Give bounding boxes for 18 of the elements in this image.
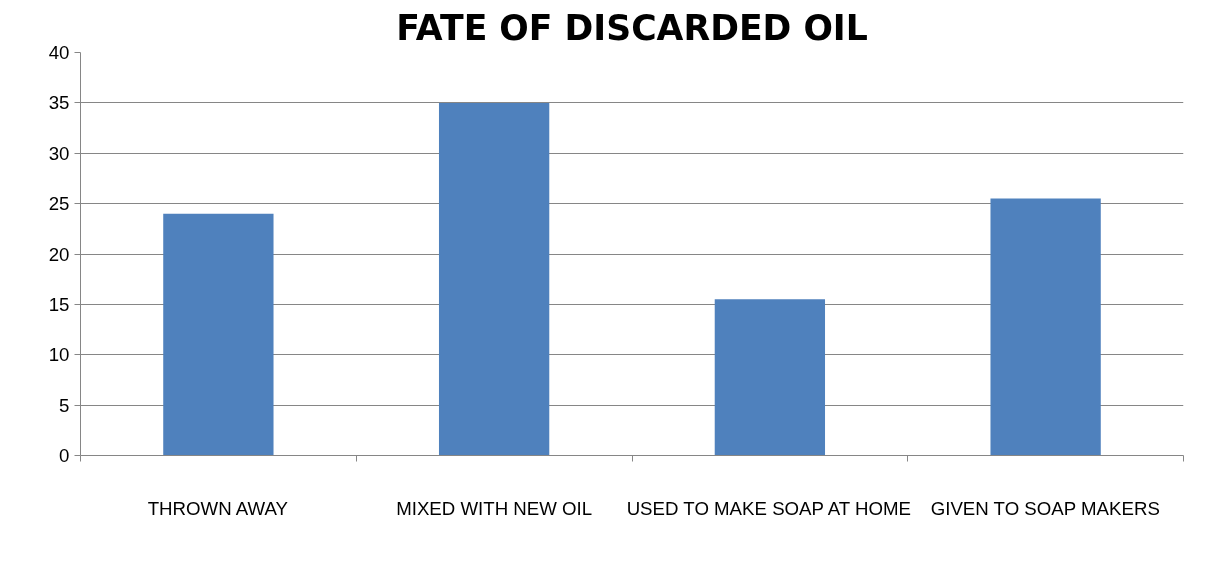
y-tick-label: 10 [48, 344, 70, 366]
bar [163, 213, 274, 456]
y-tick-label: 35 [48, 92, 70, 114]
bar [438, 102, 550, 456]
y-tick-label: 15 [48, 293, 70, 315]
y-tick-label: 20 [48, 243, 70, 265]
bar [990, 198, 1101, 456]
y-tick-label: 0 [59, 445, 70, 466]
y-tick-label: 40 [48, 42, 70, 63]
x-tick-label: GIVEN TO SOAP MAKERS [930, 497, 1160, 519]
y-tick-label: 5 [59, 394, 70, 416]
y-tick-label: 30 [48, 142, 70, 164]
chart-title: FATE OF DISCARDED OIL [396, 7, 868, 48]
y-tick-label: 25 [48, 193, 70, 215]
x-tick-label: THROWN AWAY [147, 497, 289, 519]
x-tick-label: USED TO MAKE SOAP AT HOME [626, 497, 912, 519]
x-tick-label: MIXED WITH NEW OIL [396, 497, 593, 519]
bar [714, 299, 826, 456]
